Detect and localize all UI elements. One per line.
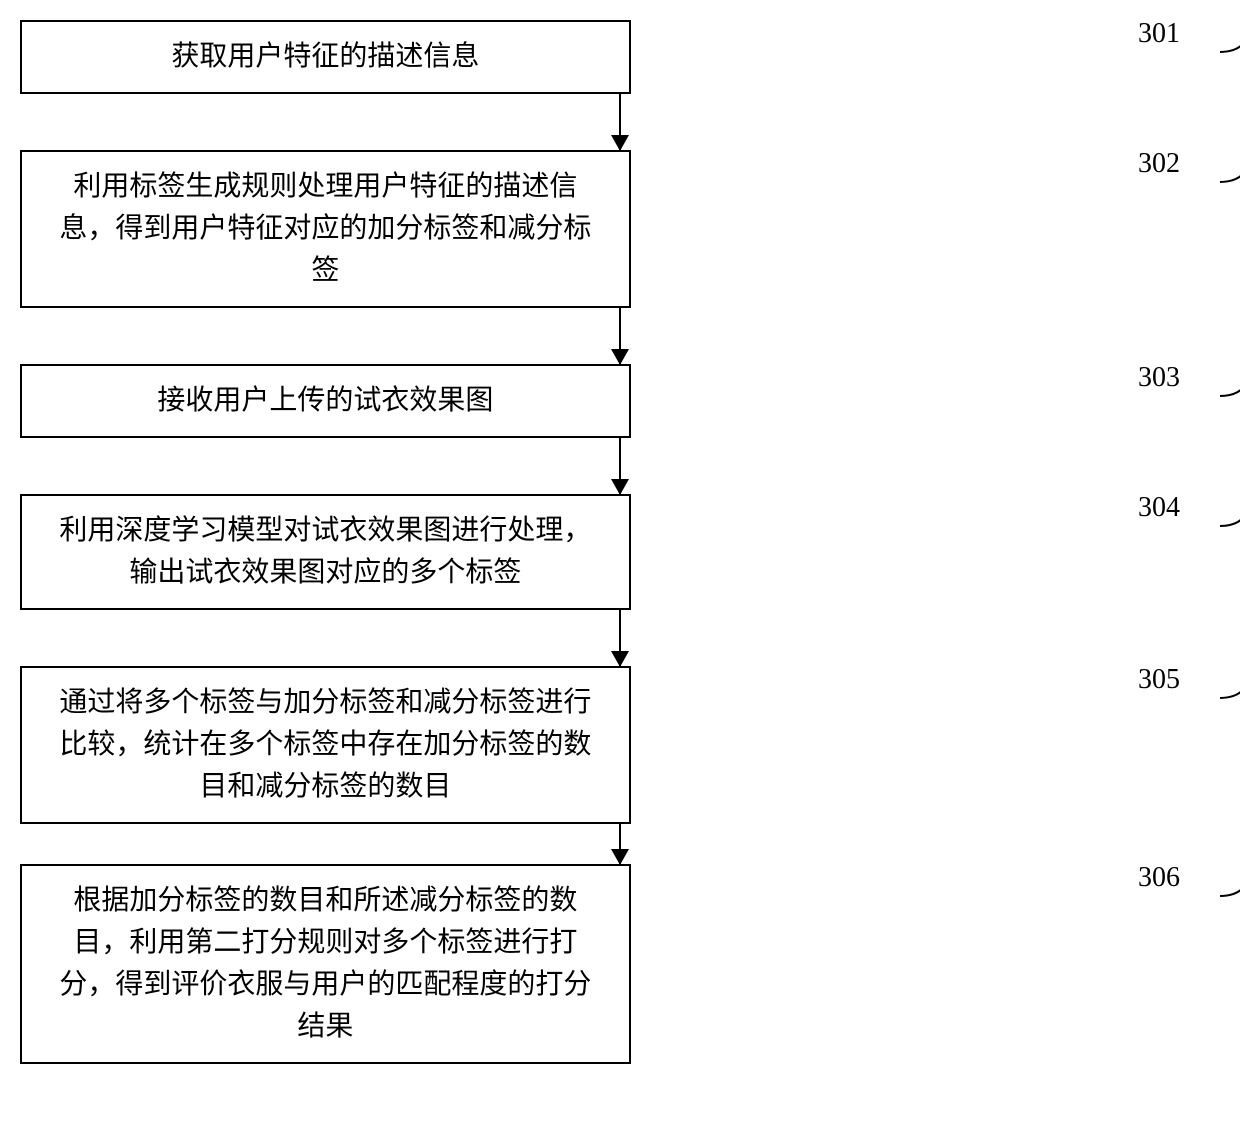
connector-curve-icon xyxy=(1220,150,1240,190)
flow-step-text: 利用标签生成规则处理用户特征的描述信息，得到用户特征对应的加分标签和减分标签 xyxy=(59,171,591,286)
flow-step: 利用标签生成规则处理用户特征的描述信息，得到用户特征对应的加分标签和减分标签 3… xyxy=(20,150,1220,308)
flow-step-text: 接收用户上传的试衣效果图 xyxy=(157,385,493,416)
flow-step-box: 利用深度学习模型对试衣效果图进行处理，输出试衣效果图对应的多个标签 xyxy=(20,494,631,610)
connector-curve-icon xyxy=(1220,364,1240,404)
connector-curve-icon xyxy=(1220,666,1240,706)
flow-step: 通过将多个标签与加分标签和减分标签进行比较，统计在多个标签中存在加分标签的数目和… xyxy=(20,666,1220,824)
flow-step: 根据加分标签的数目和所述减分标签的数目，利用第二打分规则对多个标签进行打分，得到… xyxy=(20,864,1220,1064)
flow-step-text: 根据加分标签的数目和所述减分标签的数目，利用第二打分规则对多个标签进行打分，得到… xyxy=(59,885,591,1042)
flow-step-box: 通过将多个标签与加分标签和减分标签进行比较，统计在多个标签中存在加分标签的数目和… xyxy=(20,666,631,824)
arrow-down-icon xyxy=(619,94,621,150)
connector-curve-icon xyxy=(1220,20,1240,60)
flow-step: 获取用户特征的描述信息 301 xyxy=(20,20,1220,94)
flow-step-label: 303 xyxy=(1138,362,1180,394)
flow-step-box: 接收用户上传的试衣效果图 xyxy=(20,364,631,438)
flow-step-label: 304 xyxy=(1138,492,1180,524)
arrow-down-icon xyxy=(619,308,621,364)
flow-step-text: 获取用户特征的描述信息 xyxy=(171,41,479,72)
connector-curve-icon xyxy=(1220,864,1240,904)
flow-step-label: 306 xyxy=(1138,862,1180,894)
flow-step: 接收用户上传的试衣效果图 303 xyxy=(20,364,1220,438)
flow-step-text: 通过将多个标签与加分标签和减分标签进行比较，统计在多个标签中存在加分标签的数目和… xyxy=(59,687,591,802)
flow-step-box: 获取用户特征的描述信息 xyxy=(20,20,631,94)
flowchart-container: 获取用户特征的描述信息 301 利用标签生成规则处理用户特征的描述信息，得到用户… xyxy=(20,20,1220,1064)
arrow-down-icon xyxy=(619,610,621,666)
flow-step-label: 302 xyxy=(1138,148,1180,180)
flow-step-box: 根据加分标签的数目和所述减分标签的数目，利用第二打分规则对多个标签进行打分，得到… xyxy=(20,864,631,1064)
flow-step-text: 利用深度学习模型对试衣效果图进行处理，输出试衣效果图对应的多个标签 xyxy=(59,515,591,588)
flow-step-box: 利用标签生成规则处理用户特征的描述信息，得到用户特征对应的加分标签和减分标签 xyxy=(20,150,631,308)
connector-curve-icon xyxy=(1220,494,1240,534)
arrow-down-icon xyxy=(619,438,621,494)
flow-step-label: 305 xyxy=(1138,664,1180,696)
flow-step: 利用深度学习模型对试衣效果图进行处理，输出试衣效果图对应的多个标签 304 xyxy=(20,494,1220,610)
arrow-down-icon xyxy=(619,824,621,864)
flow-step-label: 301 xyxy=(1138,18,1180,50)
